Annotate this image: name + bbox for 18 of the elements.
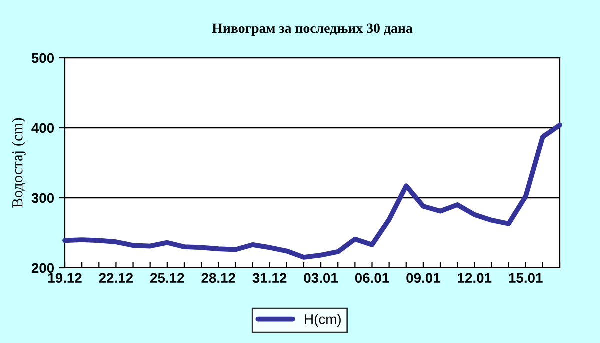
legend-label: H(cm) (305, 314, 341, 328)
x-tick-label: 15.01 (509, 273, 543, 284)
line-series (62, 122, 562, 260)
y-tick-label: 500 (32, 53, 54, 64)
chart-title: Нивограм за последњих 30 дана (212, 24, 413, 36)
x-tick-label: 22.12 (99, 273, 134, 283)
y-tick-label: 200 (32, 263, 54, 274)
y-tick-label: 300 (32, 193, 54, 204)
x-tick-label: 09.01 (406, 273, 440, 284)
x-tick-label: 25.12 (150, 273, 184, 284)
x-tick-label: 12.01 (458, 273, 492, 284)
y-axis-title: Водостај (cm) (12, 118, 26, 208)
x-tick-label: 28.12 (202, 273, 236, 284)
x-tick-label: 19.12 (48, 273, 82, 284)
x-tick-label: 31.12 (252, 273, 287, 284)
y-tick-label: 400 (32, 123, 54, 134)
x-tick-label: 06.01 (355, 273, 390, 284)
x-tick-label: 03.01 (304, 273, 338, 284)
